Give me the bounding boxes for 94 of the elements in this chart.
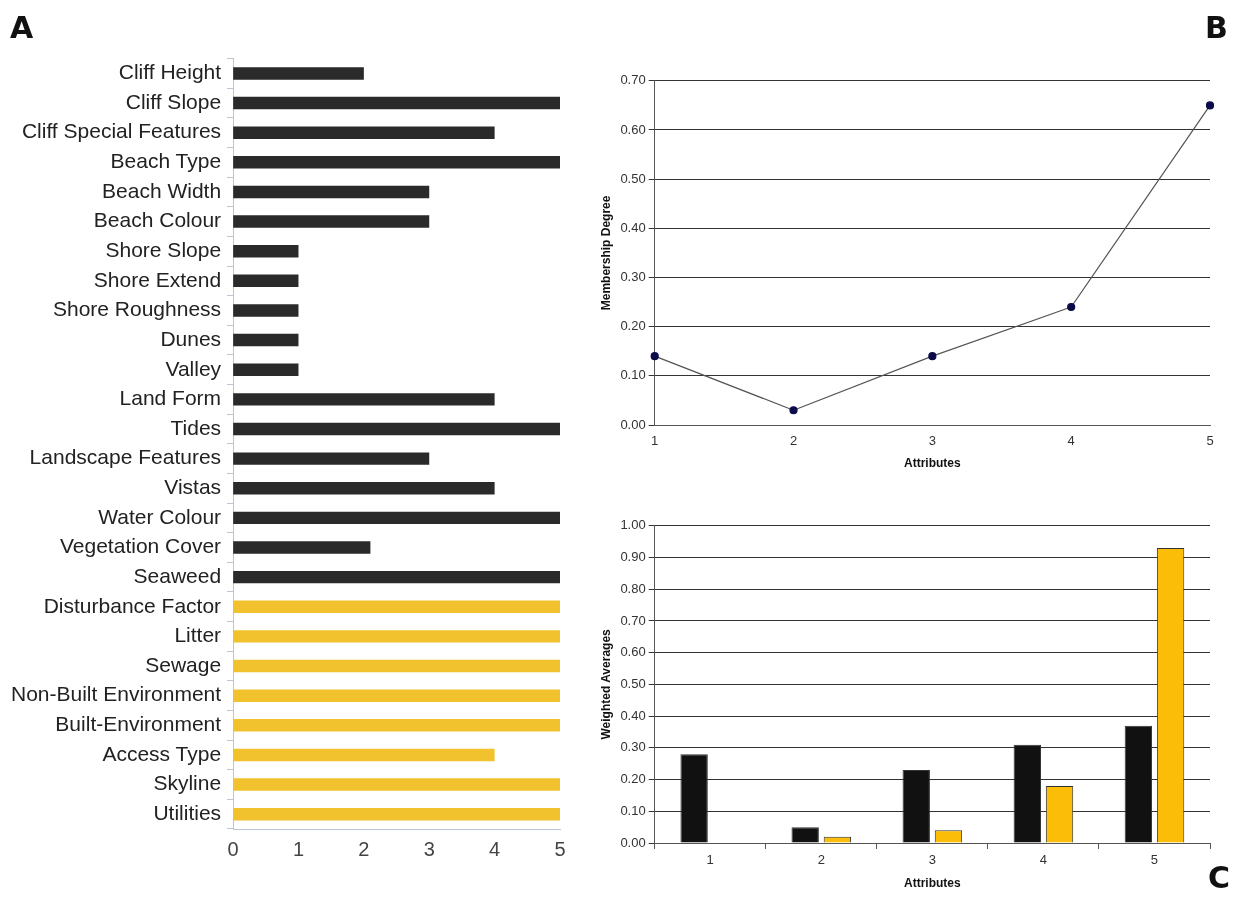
bar	[233, 422, 560, 436]
y-tick-label: Utilities	[153, 800, 222, 824]
x-tick-label: 3	[928, 852, 936, 868]
bar	[233, 185, 430, 199]
y-tick-label: 0.00	[620, 416, 646, 432]
y-tick-label: Tides	[170, 415, 222, 439]
y-tick-label: Water Colour	[98, 504, 222, 528]
bar	[233, 67, 364, 80]
x-tick-label: 5	[1150, 852, 1159, 868]
y-tick-label: Cliff Slope	[125, 89, 222, 113]
bar	[233, 600, 560, 613]
bar	[233, 393, 495, 406]
y-tick-label: Disturbance Factor	[43, 593, 222, 617]
bar	[233, 748, 495, 762]
y-tick-label: Land Form	[119, 386, 222, 410]
y-tick-label: Beach Type	[110, 149, 222, 173]
y-tick-label: 0.20	[620, 771, 646, 787]
y-tick-label: Non-Built Environment	[11, 682, 222, 706]
y-tick-label: Shore Slope	[105, 238, 222, 261]
x-tick-label: 2	[789, 433, 798, 449]
y-tick-label: Vistas	[164, 475, 222, 499]
x-tick-label: 4	[489, 837, 501, 860]
y-tick-label: 0.80	[620, 580, 646, 596]
y-axis-title: Membership Degree	[598, 195, 613, 311]
y-tick-label: Shore Roughness	[52, 297, 222, 321]
bar	[233, 126, 495, 139]
y-tick-label: Landscape Features	[29, 445, 222, 469]
bar	[233, 689, 560, 702]
y-tick-label: 0.40	[620, 219, 646, 235]
y-tick-label: 0.10	[620, 367, 646, 383]
bar	[233, 452, 430, 465]
bar	[233, 778, 560, 791]
y-axis-title: Weighted Averages	[598, 628, 613, 740]
y-tick-label: 0.10	[620, 802, 646, 818]
bar	[233, 659, 560, 673]
bar	[233, 215, 430, 228]
y-tick-label: Dunes	[160, 326, 222, 350]
y-tick-label: 0.60	[620, 644, 646, 660]
bar	[233, 304, 299, 317]
bar	[233, 630, 560, 643]
x-tick-label: 4	[1067, 433, 1075, 449]
y-tick-label: 0.40	[620, 707, 646, 723]
x-axis-title: Attributes	[904, 876, 962, 891]
y-tick-label: 0.90	[620, 549, 646, 565]
y-tick-label: 0.60	[620, 121, 646, 137]
y-tick-label: Built-Environment	[55, 712, 222, 736]
y-tick-label: 0.30	[620, 739, 646, 755]
x-tick-label: 1	[706, 852, 714, 868]
x-tick-label: 3	[928, 433, 936, 449]
bar	[233, 244, 299, 258]
y-tick-label: Access Type	[102, 741, 222, 765]
y-tick-label: 1.00	[620, 517, 646, 533]
y-tick-label: 0.50	[620, 170, 646, 186]
x-tick-label: 5	[1206, 433, 1214, 449]
y-tick-label: 0.70	[620, 72, 646, 88]
bar	[233, 363, 299, 376]
chart-title: A	[10, 10, 34, 45]
bar	[233, 96, 560, 110]
y-tick-label: 0.00	[620, 834, 646, 850]
y-tick-label: 0.50	[620, 675, 646, 691]
y-tick-label: Vegetation Cover	[59, 534, 222, 558]
x-axis-title: Attributes	[904, 456, 962, 471]
x-tick-label: 1	[292, 837, 305, 860]
y-tick-label: 0.70	[620, 612, 646, 628]
bar	[233, 570, 560, 584]
y-tick-label: 0.20	[620, 318, 646, 334]
bar	[233, 156, 560, 169]
bar	[233, 333, 299, 347]
bar	[233, 719, 560, 732]
x-tick-label: 5	[554, 837, 566, 860]
bar	[233, 482, 495, 495]
x-tick-label: 0	[227, 837, 239, 860]
y-tick-label: Seaweed	[133, 563, 222, 587]
chart-title: B	[1205, 10, 1228, 45]
x-tick-label: 1	[651, 433, 659, 449]
bar	[233, 807, 560, 821]
y-tick-label: Shore Extend	[93, 267, 222, 291]
x-tick-label: 4	[1039, 852, 1048, 868]
x-tick-label: 2	[817, 852, 825, 868]
text: C	[1208, 860, 1231, 895]
x-tick-label: 3	[423, 837, 435, 860]
y-tick-label: Litter	[174, 623, 222, 647]
y-tick-label: Skyline	[153, 771, 222, 795]
x-tick-label: 2	[358, 837, 370, 860]
bar	[233, 541, 371, 554]
y-tick-label: Beach Width	[102, 178, 222, 202]
y-tick-label: Cliff Special Features	[21, 119, 222, 143]
y-tick-label: 0.30	[620, 269, 646, 285]
y-tick-label: Cliff Height	[118, 60, 222, 84]
y-tick-label: Beach Colour	[93, 208, 222, 232]
y-tick-label: Valley	[165, 356, 222, 380]
bar	[233, 274, 299, 288]
bar	[233, 511, 560, 525]
y-tick-label: Sewage	[145, 652, 222, 676]
